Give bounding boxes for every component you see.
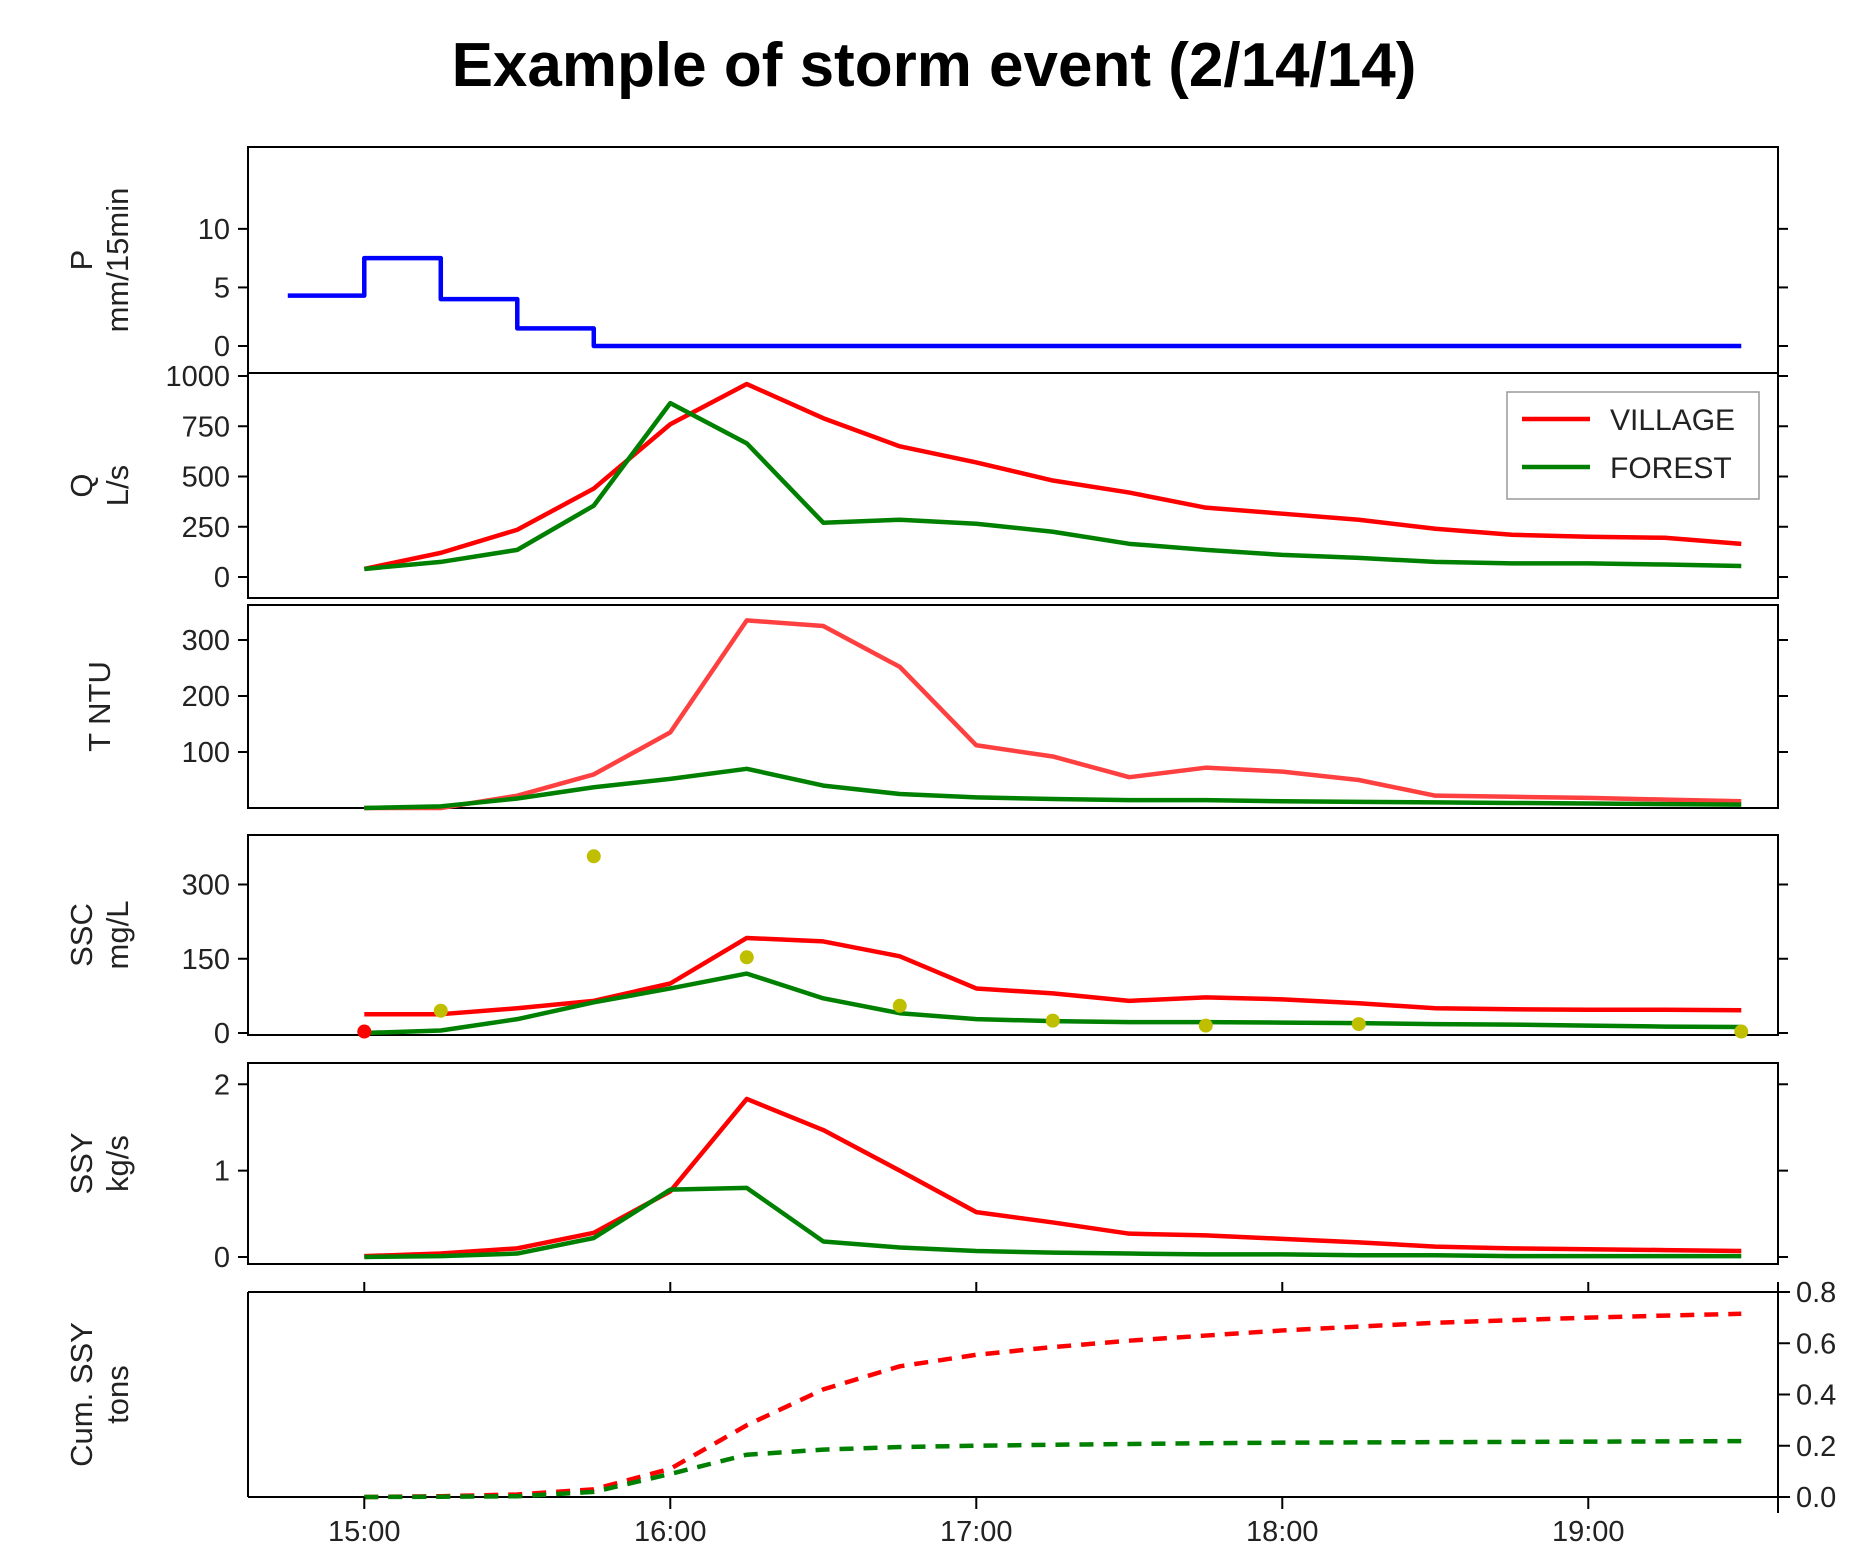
sample-point xyxy=(433,1003,448,1018)
y-axis-label: Q xyxy=(64,473,99,497)
series-line-village xyxy=(364,1311,1742,1500)
sample-point xyxy=(892,998,907,1013)
y-axis-label: L/s xyxy=(100,465,135,506)
legend: VILLAGE FOREST xyxy=(1506,391,1760,500)
y-tick-label: 1000 xyxy=(165,361,230,393)
panel-1: 0 5 10 P mm/15min xyxy=(64,146,1788,374)
y-tick-label: 0 xyxy=(214,1242,230,1274)
y-tick-label: 200 xyxy=(182,681,230,713)
y-tick-label: 750 xyxy=(182,411,230,443)
sample-point xyxy=(1198,1018,1213,1033)
panel-5: 0 1 2 SSY kg/s xyxy=(64,1062,1788,1274)
series-line-village xyxy=(364,1096,1742,1259)
legend-label: FOREST xyxy=(1610,452,1732,485)
y-axis-label: P xyxy=(64,250,99,271)
y-tick-label: 0.8 xyxy=(1796,1277,1836,1309)
legend-label: VILLAGE xyxy=(1610,404,1735,437)
x-tick-label: 16:00 xyxy=(634,1516,707,1548)
series-line-forest xyxy=(364,400,1742,572)
sample-point xyxy=(1351,1017,1366,1032)
sample-point xyxy=(739,950,754,965)
sample-point xyxy=(1734,1024,1749,1039)
y-tick-label: 0.2 xyxy=(1796,1431,1836,1463)
series-line-forest xyxy=(364,1438,1742,1500)
y-axis-label: SSY xyxy=(64,1132,99,1194)
y-tick-label: 5 xyxy=(214,272,230,304)
series-line-village xyxy=(364,935,1742,1017)
y-axis-label: tons xyxy=(100,1365,135,1424)
y-tick-label: 300 xyxy=(182,625,230,657)
x-tick-label: 17:00 xyxy=(940,1516,1013,1548)
chart-title: Example of storm event (2/14/14) xyxy=(451,31,1417,100)
sample-point xyxy=(357,1024,372,1039)
legend-box xyxy=(1506,391,1760,500)
y-tick-label: 2 xyxy=(214,1069,230,1101)
series-line-village xyxy=(364,618,1742,811)
panel-frame xyxy=(247,604,1779,809)
y-tick-label: 1 xyxy=(214,1156,230,1188)
panel-frame xyxy=(247,372,1779,599)
panel-4: 0 150 300 SSC mg/L xyxy=(64,834,1788,1050)
y-tick-label: 100 xyxy=(182,737,230,769)
x-tick-label: 18:00 xyxy=(1246,1516,1319,1548)
sample-point xyxy=(1045,1013,1060,1028)
y-tick-label: 10 xyxy=(198,214,230,246)
y-tick-label: 0 xyxy=(214,562,230,594)
panel-2: 0 250 500 750 1000 Q L/s VILLAGE FOREST xyxy=(64,361,1788,599)
series-line-forest xyxy=(364,766,1742,811)
x-tick-label: 19:00 xyxy=(1552,1516,1625,1548)
y-axis-label: T NTU xyxy=(82,661,117,752)
y-axis-label: mm/15min xyxy=(100,188,135,333)
y-tick-label: 0.4 xyxy=(1796,1380,1836,1412)
panel-frame xyxy=(247,1062,1779,1265)
panel-frame xyxy=(247,834,1779,1036)
x-tick-label: 15:00 xyxy=(328,1516,401,1548)
y-tick-label: 0.0 xyxy=(1796,1482,1836,1514)
series-line-forest xyxy=(364,1185,1742,1260)
y-tick-label: 150 xyxy=(182,944,230,976)
y-tick-label: 300 xyxy=(182,870,230,902)
series-line-village xyxy=(363,381,1742,572)
y-axis-label: Cum. SSY xyxy=(64,1322,99,1467)
series-line-p xyxy=(287,255,1742,349)
y-tick-label: 250 xyxy=(182,512,230,544)
panel-6: 0.0 0.2 0.4 0.6 0.8 Cum. SSY tons xyxy=(64,1277,1836,1514)
y-axis-label: kg/s xyxy=(100,1135,135,1192)
panel-frame xyxy=(247,146,1779,374)
y-axis-label: mg/L xyxy=(100,901,135,970)
y-axis-label: SSC xyxy=(64,903,99,967)
sample-point xyxy=(586,849,601,864)
y-tick-label: 0 xyxy=(214,331,230,363)
y-tick-label: 0.6 xyxy=(1796,1328,1836,1360)
y-tick-label: 500 xyxy=(182,462,230,494)
x-axis: 15:00 16:00 17:00 18:00 19:00 xyxy=(328,1282,1625,1548)
panel-3: 100 200 300 T NTU xyxy=(82,604,1788,811)
y-tick-label: 0 xyxy=(214,1018,230,1050)
